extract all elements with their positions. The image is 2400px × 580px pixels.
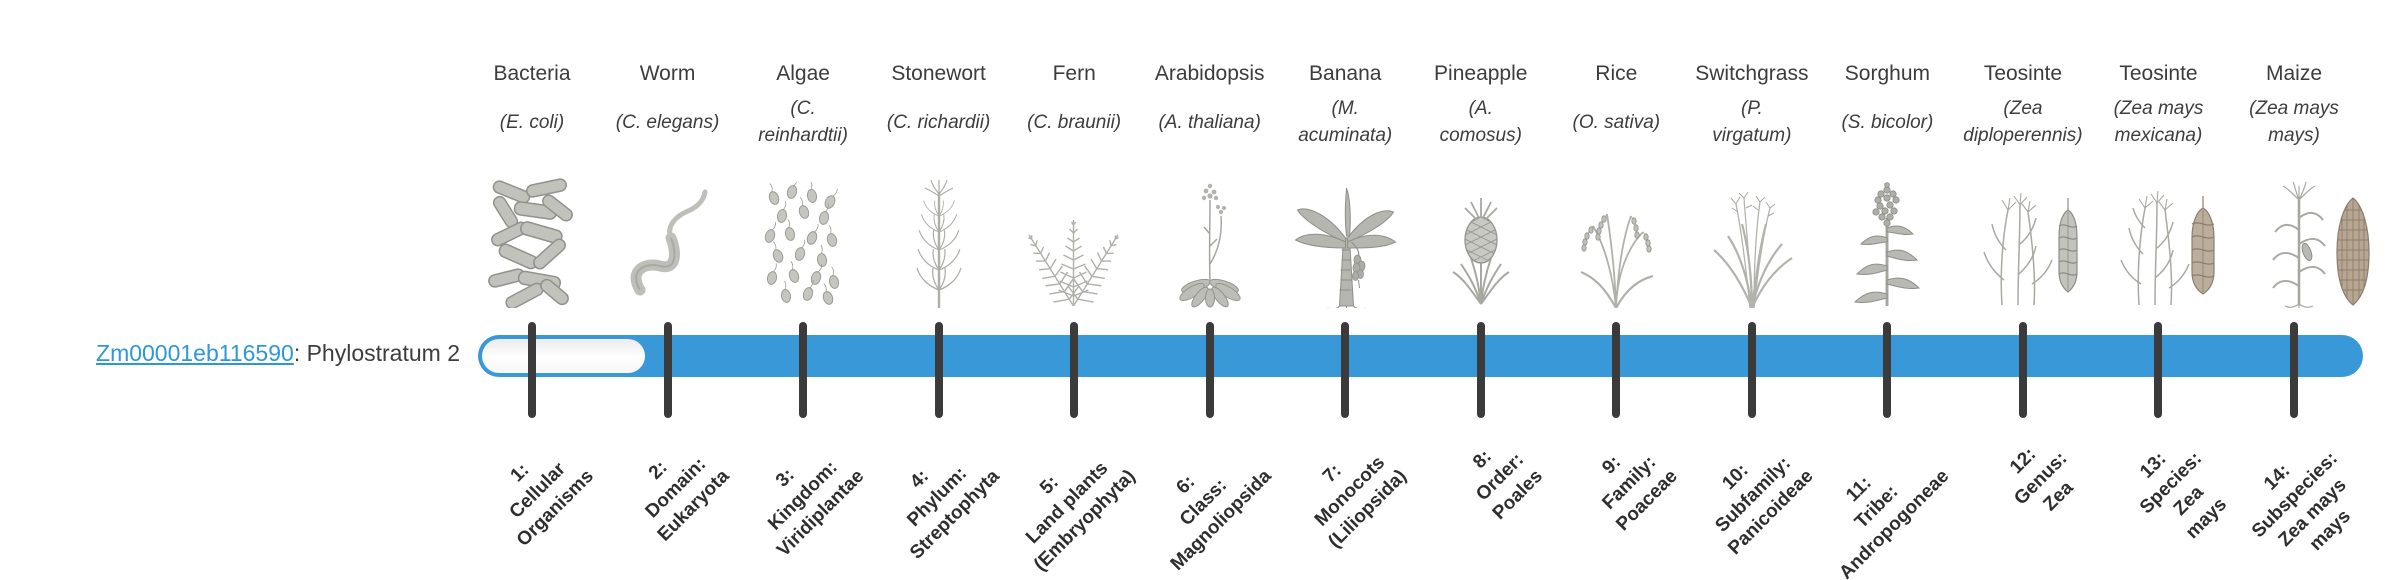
pineapple-icon [1441,174,1521,308]
phylostratum-label: 10: Subfamily: Panicoideae [1711,452,1818,560]
phylostratum-tick [1070,322,1079,418]
organism-column: Sorghum (S. bicolor) [1812,58,1962,306]
organism-species: (C. richardii) [886,111,991,133]
organism-column: Banana (M. acuminata) [1270,58,1420,308]
organism-name: Bacteria [493,62,571,85]
phylostratum-tick [2290,322,2299,418]
phylostratum-tick [1883,322,1892,418]
phylostratum-label: 8: Order: Poales [1468,446,1547,524]
phylostratum-label: 6: Class: Magnoliopsida [1166,465,1276,575]
organism-species: (O. sativa) [1572,111,1661,133]
fern-icon [1026,174,1122,308]
phylostratum-tick [2018,322,2027,418]
phylostratum-label: 13: Species: Zea mays [2136,448,2232,544]
gene-id-link[interactable]: Zm00001eb116590 [96,340,294,366]
organism-column: Stonewort (C. richardii) [864,58,1014,308]
organism-species: (C. elegans) [615,111,720,133]
bacteria-icon [485,174,580,308]
organism-species: (Zea mays mexicana) [2113,98,2204,146]
organism-name: Teosinte [2119,62,2198,85]
worm-icon [624,174,712,308]
timeline-unfilled-segment [482,339,645,373]
phylostratum-tick [663,322,672,418]
organism-name: Maize [2266,62,2323,85]
maize-icon [2271,174,2381,308]
phylostratum-label: 9: Family: Poaceae [1598,451,1682,536]
phylostratum-tick [1476,322,1485,418]
organism-species: (Zea mays mays) [2249,98,2339,146]
organism-column: Algae (C. reinhardtii) [728,58,878,305]
organism-name: Worm [639,62,696,85]
rice-icon [1571,174,1661,308]
organism-name: Switchgrass [1695,62,1809,85]
organism-column: Teosinte (Zea diploperennis) [1948,58,2098,306]
organism-species: (C. braunii) [1027,111,1122,133]
organism-column: Switchgrass (P. virgatum) [1677,58,1827,308]
organism-species: (Zea diploperennis) [1963,98,2083,146]
organism-species: (A. comosus) [1439,98,1522,146]
phylostratum-label: 2: Domain: Eukaryota [641,453,734,546]
phylostratum-tick [1341,322,1350,418]
organism-name: Sorghum [1844,62,1930,85]
organism-name: Teosinte [1983,62,2063,85]
algae-icon [760,174,846,308]
phylostratum-label: 12: Genus: Zea [2005,443,2078,516]
switchgrass-icon [1702,174,1802,308]
organism-column: Arabidopsis (A. thaliana) [1135,58,1285,308]
phylostratum-label: 7: Monocots (Liliopsida) [1310,452,1411,553]
phylostratum-label: 11: Tribe: Andropogoneae [1835,465,1954,580]
organism-column: Bacteria (E. coli) [457,58,607,308]
gene-phylostratum-text: : Phylostratum 2 [293,340,460,366]
phylostratum-label: 14: Subspecies: Zea mays mays [2247,448,2355,556]
organism-species: (M. acuminata) [1298,98,1393,146]
organism-name: Arabidopsis [1154,62,1265,85]
phylostratum-tick [2154,322,2163,418]
organism-species: (S. bicolor) [1841,111,1934,133]
phylostratum-tick [1612,322,1621,418]
organism-species: (P. virgatum) [1712,98,1792,146]
organism-column: Fern (C. braunii) [999,58,1149,308]
organism-name: Algae [776,62,830,85]
phylostratum-label: 3: Kingdom: Viridiplantae [764,456,869,562]
banana-icon [1293,174,1398,308]
phylostratum-label: 1: Cellular Organisms [505,458,598,551]
gene-label: Zm00001eb116590: Phylostratum 2 [20,340,460,367]
timeline-bar [478,335,2363,377]
organism-name: Pineapple [1434,62,1528,85]
sorghum-icon [1849,174,1925,308]
phylostratum-label: 4: Phylum: Streptophyta [903,463,1005,564]
phylostratum-label: 5: Land plants (Embryophyta) [1022,457,1140,576]
organism-name: Rice [1595,62,1638,85]
organism-column: Worm (C. elegans) [593,58,743,296]
arabidopsis-icon [1170,174,1250,308]
stonewort-icon [904,174,974,308]
organism-column: Rice (O. sativa) [1541,58,1691,308]
organism-name: Banana [1309,62,1382,85]
phylostratum-tick [528,322,536,418]
organism-column: Maize (Zea mays mays) [2219,58,2370,308]
organism-name: Fern [1052,62,1096,85]
organism-column: Teosinte (Zea mays mexicana) [2083,58,2233,306]
organism-name: Stonewort [891,62,986,85]
phylostratum-tick [1747,322,1756,418]
organism-species: (A. thaliana) [1158,111,1261,133]
organism-column: Pineapple (A. comosus) [1406,58,1556,305]
phylostratum-tick [1205,322,1214,418]
phylostratum-tick [799,322,808,418]
organism-species: (C. reinhardtii) [758,98,848,146]
teosinte-diploperennis-icon [1980,174,2090,308]
teosinte-mexicana-icon [2115,174,2225,308]
organism-species: (E. coli) [499,111,565,133]
phylostratum-tick [934,322,943,418]
